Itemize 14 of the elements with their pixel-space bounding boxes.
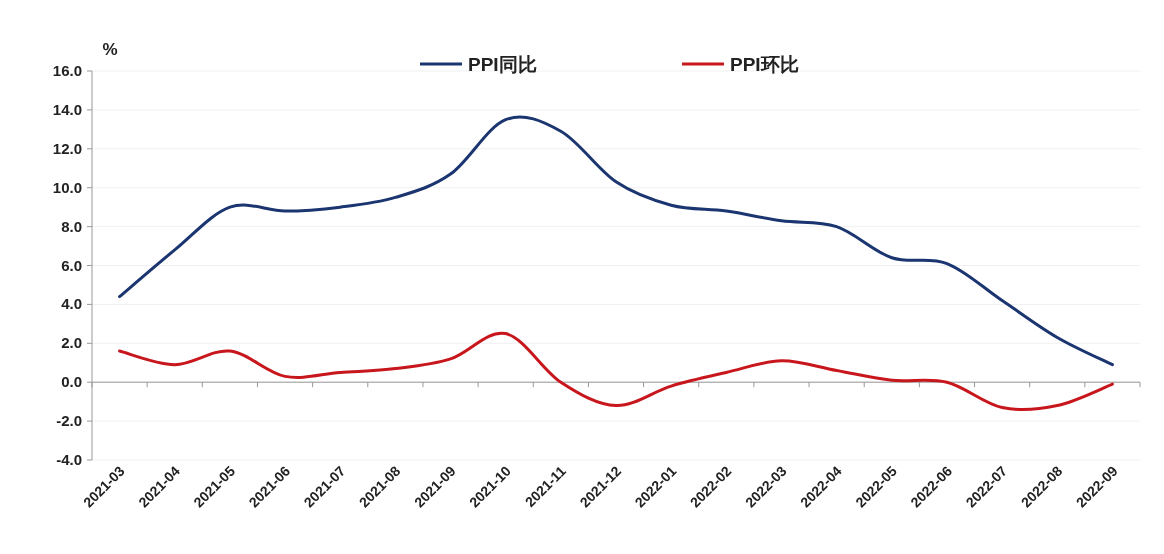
y-tick-label: 8.0 [61, 217, 82, 235]
y-tick-label: 14.0 [52, 100, 82, 118]
y-tick-label: 4.0 [61, 295, 82, 313]
y-axis-title: % [102, 40, 118, 59]
y-tick-label: -2.0 [56, 412, 82, 430]
legend-label: PPI环比 [730, 54, 799, 75]
y-tick-label: 2.0 [61, 334, 82, 352]
y-tick-label: 12.0 [52, 139, 82, 157]
y-tick-label: 10.0 [52, 178, 82, 196]
legend-label: PPI同比 [468, 54, 537, 75]
y-tick-label: -4.0 [56, 451, 82, 468]
y-tick-label: 0.0 [61, 373, 82, 391]
y-tick-label: 6.0 [61, 256, 82, 274]
y-tick-label: 16.0 [52, 62, 82, 79]
